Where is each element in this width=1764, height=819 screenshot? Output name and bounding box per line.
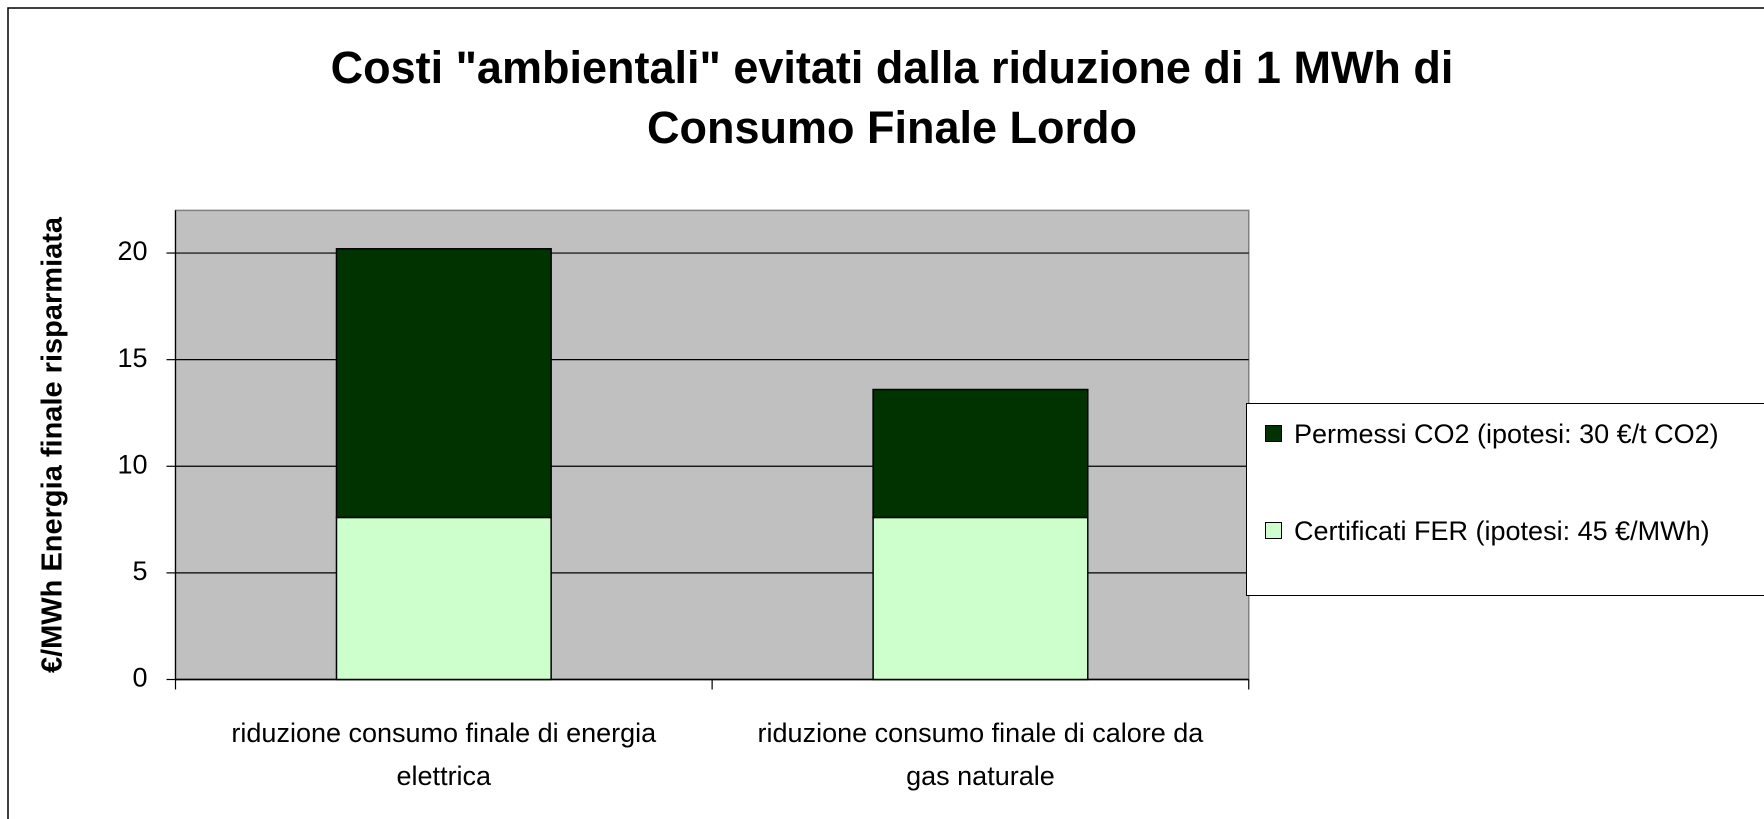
legend-label: Certificati FER (ipotesi: 45 €/MWh) [1294,516,1710,546]
legend-swatch [1265,522,1282,539]
y-tick-label: 10 [117,449,147,479]
chart-frame [7,7,1764,819]
bar-segment [872,516,1089,681]
y-tick-label: 0 [132,663,147,693]
y-axis-label: €/MWh Energia finale risparmiata [37,216,69,673]
bar-segment [335,248,552,519]
bar-segment [872,388,1089,519]
y-tick-label: 20 [117,236,147,266]
y-tick-label: 5 [132,556,147,586]
bar-segment [335,516,552,681]
legend-label: Permessi CO2 (ipotesi: 30 €/t CO2) [1294,419,1719,449]
y-tick-label: 15 [117,343,147,373]
legend: Permessi CO2 (ipotesi: 30 €/t CO2) Certif… [1246,403,1764,596]
legend-swatch [1265,425,1282,442]
x-tick-label: riduzione consumo finale di energia elet… [231,718,657,791]
x-tick-label: riduzione consumo finale di calore da ga… [757,718,1204,791]
chart-title: Costi "ambientali" evitati dalla riduzio… [330,42,1454,153]
